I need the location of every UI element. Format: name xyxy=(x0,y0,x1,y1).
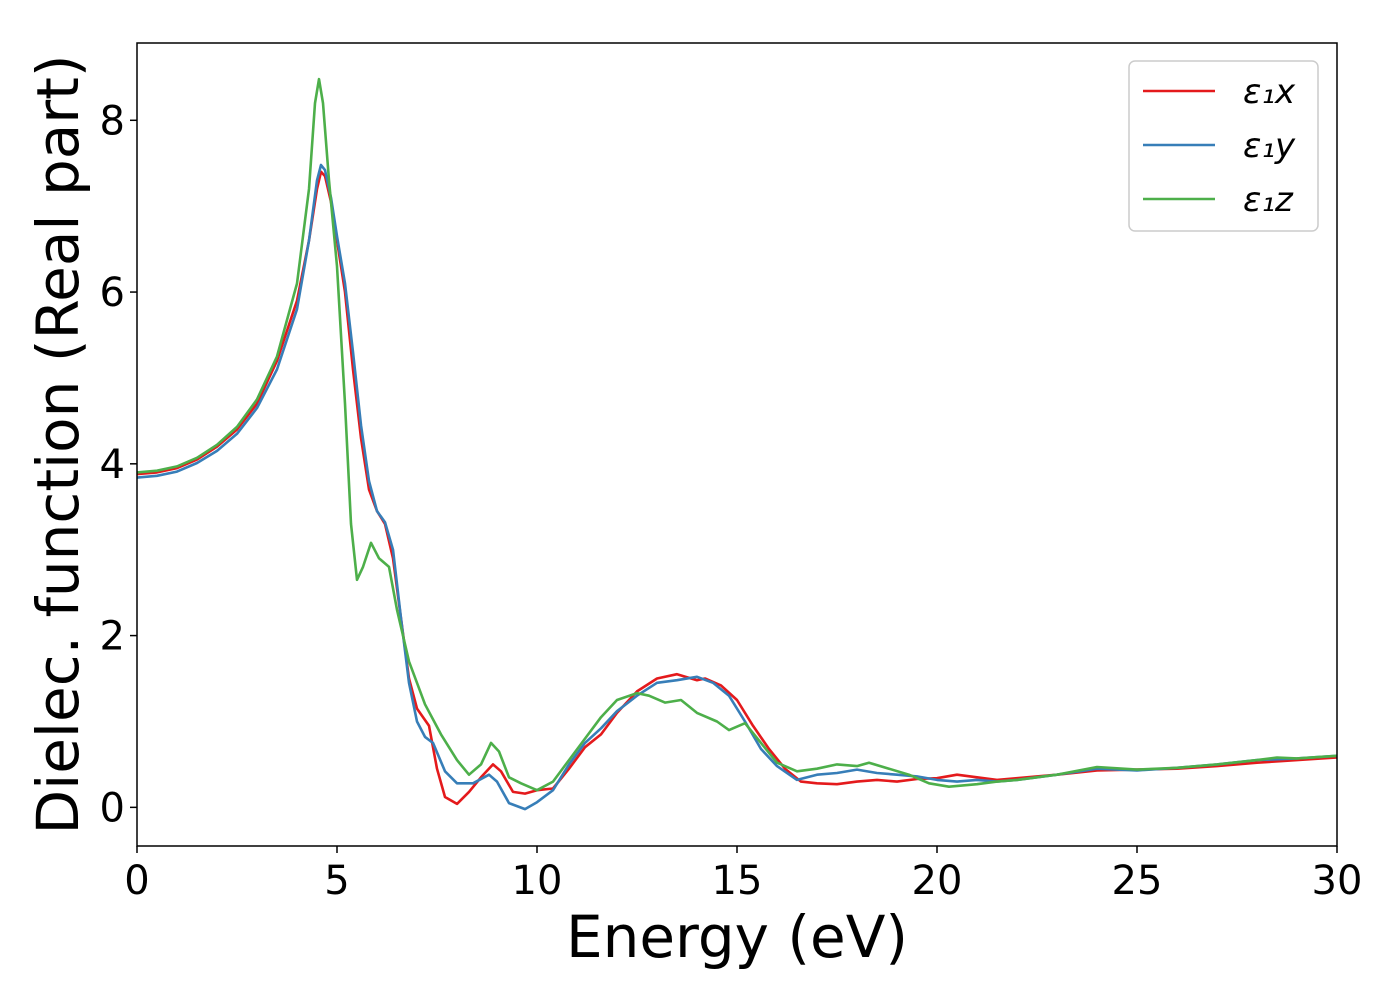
legend-box xyxy=(1128,60,1319,232)
legend-label-2: ε₁y xyxy=(1243,126,1296,166)
y-tick-label: 4 xyxy=(100,442,125,488)
x-tick-label: 15 xyxy=(712,858,763,904)
y-axis: 0 2 4 6 8 xyxy=(100,98,137,831)
x-tick-label: 0 xyxy=(124,858,149,904)
x-tick-label: 25 xyxy=(1112,858,1163,904)
x-axis: 0 5 10 15 20 25 30 xyxy=(124,846,1362,904)
legend: ε₁x ε₁y ε₁z xyxy=(1128,60,1319,232)
x-tick-label: 10 xyxy=(512,858,563,904)
legend-label-1: ε₁x xyxy=(1243,72,1296,112)
x-tick-label: 20 xyxy=(912,858,963,904)
series-layer xyxy=(137,77,1337,811)
y-tick-label: 2 xyxy=(100,614,125,660)
legend-label-3: ε₁z xyxy=(1243,180,1294,220)
x-axis-title: Energy (eV) xyxy=(566,903,908,971)
series-line-2 xyxy=(137,163,1337,811)
y-axis-title: Dielec. function (Real part) xyxy=(24,54,92,834)
y-tick-label: 6 xyxy=(100,270,125,316)
series-line-3 xyxy=(137,77,1337,792)
y-tick-label: 8 xyxy=(100,98,125,144)
series-line-1 xyxy=(137,170,1337,806)
x-tick-label: 30 xyxy=(1312,858,1363,904)
y-tick-label: 0 xyxy=(100,785,125,831)
x-tick-label: 5 xyxy=(324,858,349,904)
